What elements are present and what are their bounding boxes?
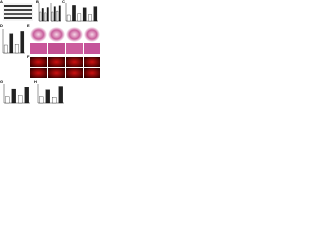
figure: A B C D E F G H [0,0,100,104]
bar [45,89,50,104]
panel-label: B [36,0,39,4]
fluorescence-images [30,57,100,78]
bar [24,87,29,104]
bar [20,31,25,54]
bar [44,12,47,22]
bar [39,11,42,22]
bar [3,44,8,54]
bar [72,5,76,22]
bar [58,5,61,22]
bar [56,10,59,22]
bar [51,11,54,22]
bar [14,44,19,54]
bar [88,14,92,22]
bar [66,14,71,22]
panel-label: F [27,54,30,59]
bar [11,88,16,104]
bar [82,7,87,22]
bar [46,7,49,22]
panel-label: C [62,0,65,4]
histology-images [30,27,100,54]
bar [39,96,44,104]
bar [5,96,10,104]
bar [41,8,44,22]
bar [58,86,63,104]
panel-label: E [27,23,30,28]
panel-label: A [0,0,3,4]
western-blot [3,3,33,21]
panel-label: D [0,23,3,28]
panel-label: G [0,79,3,84]
panel-label: H [34,79,37,84]
bar [9,33,14,54]
bar [53,6,56,22]
bar [52,97,57,104]
bar [77,13,82,22]
bar [93,6,98,22]
bar [18,95,23,104]
